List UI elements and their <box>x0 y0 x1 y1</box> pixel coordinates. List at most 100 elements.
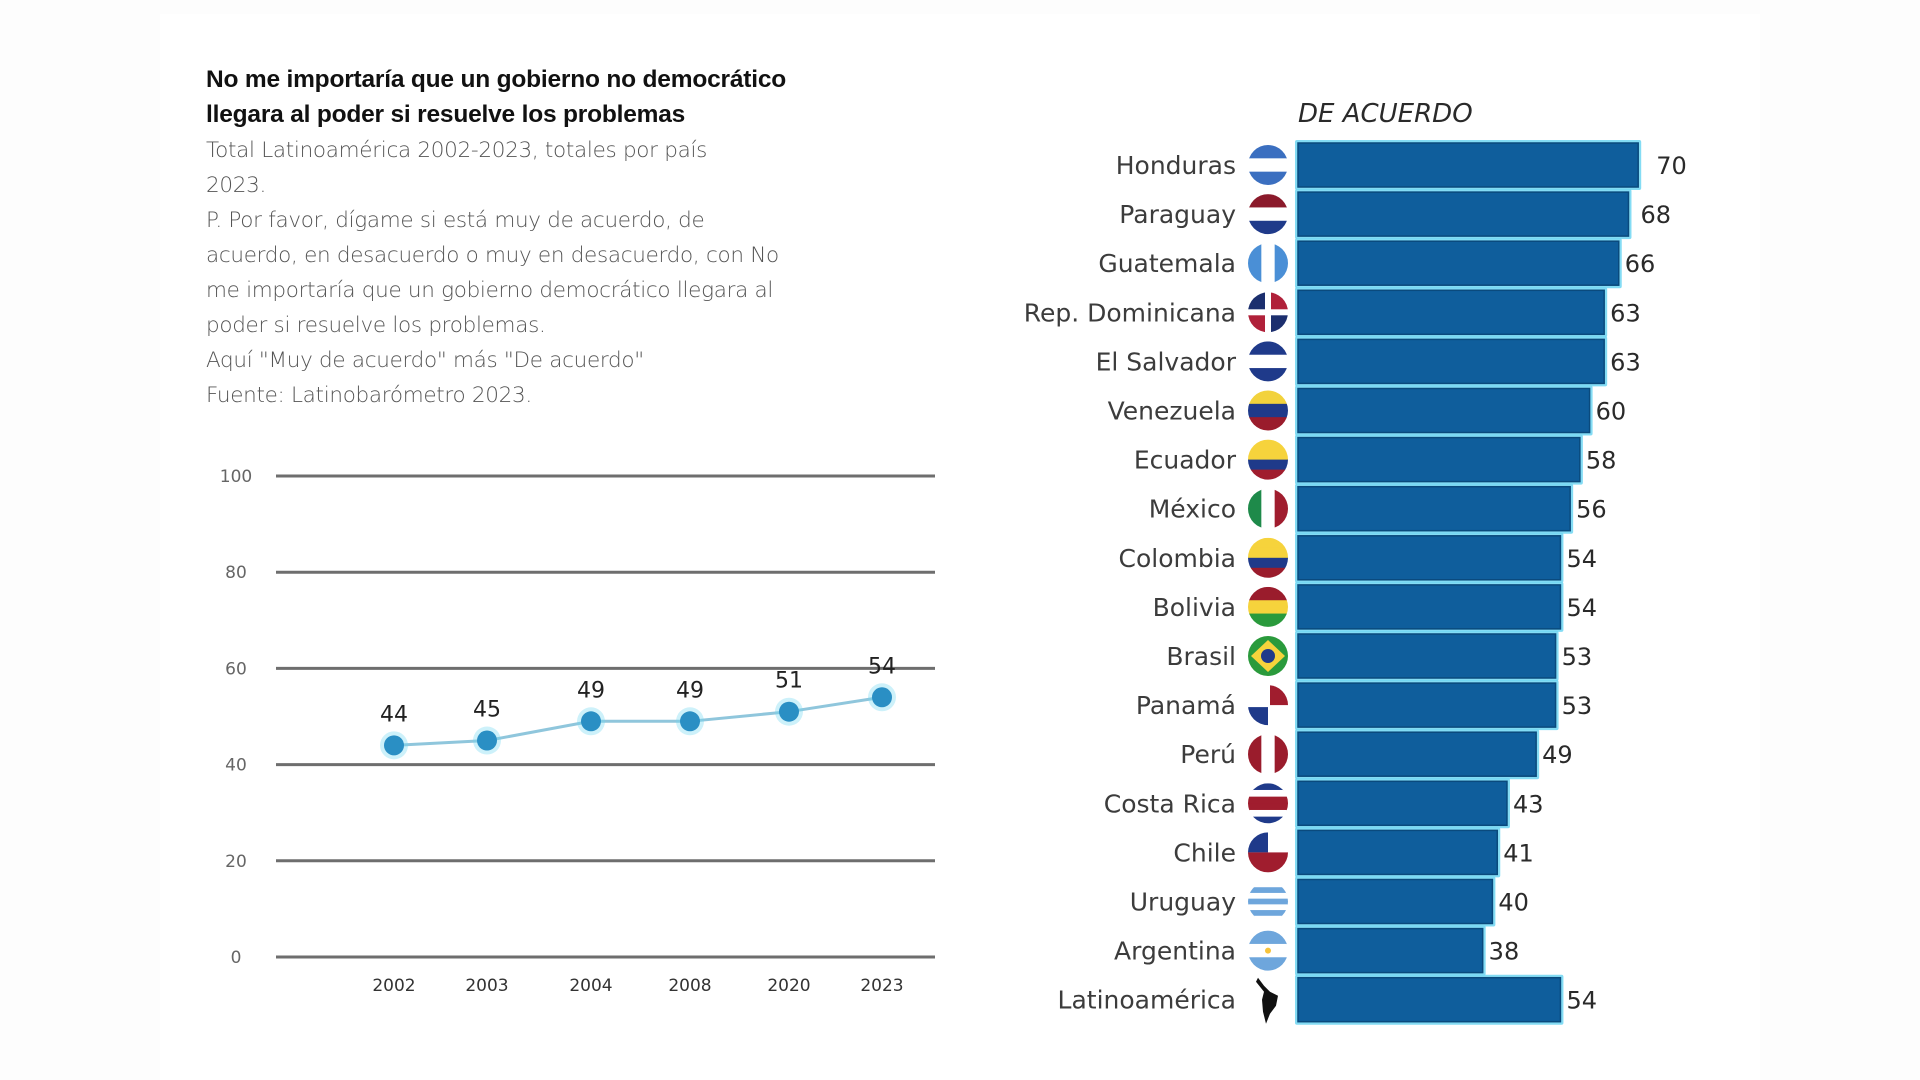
x-tick-label: 2008 <box>668 976 711 996</box>
bar <box>1297 436 1581 483</box>
flag-body <box>1248 145 1288 185</box>
flag-globe <box>1261 649 1275 663</box>
country-label: Venezuela <box>1108 397 1236 426</box>
bar-value-label: 38 <box>1489 938 1520 966</box>
x-tick-label: 2003 <box>465 976 508 996</box>
data-point <box>779 701 799 722</box>
flag-stripe <box>1248 459 1288 471</box>
description-line: Fuente: Latinobarómetro 2023. <box>206 383 532 408</box>
country-label: Brasil <box>1166 642 1236 671</box>
flag-body <box>1248 586 1288 627</box>
map-shape <box>1256 977 1278 1024</box>
flag-stripe <box>1248 417 1288 431</box>
bar <box>1297 976 1562 1023</box>
y-tick-label: 0 <box>231 948 242 968</box>
flag-costa-rica-icon <box>1248 783 1288 824</box>
flag-q <box>1248 315 1265 333</box>
country-label: Bolivia <box>1153 593 1236 622</box>
flag-stripe <box>1248 403 1288 418</box>
bar-value-label: 63 <box>1610 348 1641 376</box>
bar-value-label: 40 <box>1498 889 1529 917</box>
flag-body <box>1248 636 1288 676</box>
description-line: poder si resuelve los problemas. <box>206 313 546 338</box>
flag-body <box>1248 832 1288 873</box>
data-label: 49 <box>577 678 605 703</box>
flag-uruguay-icon <box>1248 881 1288 922</box>
data-label: 45 <box>473 698 501 723</box>
flag-q <box>1248 707 1268 726</box>
flag-ecuador-icon <box>1248 439 1288 480</box>
country-label: Latinoamérica <box>1058 986 1236 1015</box>
bar-value-label: 43 <box>1513 790 1544 818</box>
flag-body <box>1248 537 1288 578</box>
y-tick-label: 20 <box>225 852 247 872</box>
bar-chart: DE ACUERDO 70 Honduras 68 Paraguay 66 Guatemal… <box>1024 99 1687 1025</box>
flag-el-salvador-icon <box>1248 341 1288 382</box>
bar-value-label: 54 <box>1566 987 1597 1015</box>
flag-stripe <box>1248 368 1288 382</box>
flag-stripe <box>1248 881 1288 888</box>
flag-panama-icon <box>1248 685 1288 726</box>
bar <box>1297 878 1494 925</box>
flag-stripe <box>1248 207 1288 222</box>
bar-value-label: 53 <box>1562 643 1593 671</box>
flag-stripe <box>1248 145 1288 159</box>
bar <box>1297 289 1605 336</box>
flag-body <box>1248 685 1288 726</box>
flag-stripe <box>1248 390 1288 405</box>
country-label: México <box>1149 495 1236 524</box>
bar-value-label: 56 <box>1576 496 1607 524</box>
flag-stripe <box>1248 586 1288 601</box>
flag-stripe <box>1248 158 1288 173</box>
bar <box>1297 338 1605 385</box>
country-label: Paraguay <box>1119 200 1236 229</box>
flag-stripe <box>1248 915 1288 922</box>
flag-body <box>1248 488 1288 529</box>
description-line: acuerdo, en desacuerdo o muy en desacuer… <box>206 243 779 268</box>
flag-bolivia-icon <box>1248 586 1288 627</box>
flag-argentina-icon <box>1248 930 1288 971</box>
country-label: Perú <box>1180 740 1236 769</box>
flag-honduras-icon <box>1248 145 1288 185</box>
flag-stripe <box>1248 898 1288 905</box>
flag-stripe <box>1248 449 1288 461</box>
flag-peru-icon <box>1248 734 1288 775</box>
bar <box>1297 731 1537 777</box>
flag-stripe <box>1261 734 1276 775</box>
flag-stripe <box>1248 904 1288 911</box>
flag-stripe <box>1248 734 1262 775</box>
country-label: Chile <box>1173 838 1236 867</box>
flag-stripe <box>1248 341 1288 356</box>
country-label: Ecuador <box>1134 446 1237 475</box>
flag-body <box>1248 243 1288 284</box>
latin-america-map-icon <box>1256 977 1278 1024</box>
country-label: Honduras <box>1116 151 1236 180</box>
flag-canton <box>1248 832 1268 853</box>
flag-sun <box>1265 947 1271 954</box>
flag-stripe <box>1248 789 1288 798</box>
flag-colombia-icon <box>1248 537 1288 578</box>
flag-stripe <box>1248 439 1288 451</box>
country-label: Uruguay <box>1130 888 1236 917</box>
flag-stripe <box>1248 243 1262 284</box>
flag-q <box>1270 685 1288 706</box>
bar <box>1297 535 1562 581</box>
flag-stripe <box>1261 488 1276 529</box>
flag-stripe <box>1248 910 1288 917</box>
bar <box>1297 780 1508 827</box>
description-line: Total Latinoamérica 2002-2023, totales p… <box>206 138 708 163</box>
x-tick-label: 2004 <box>569 976 612 996</box>
bar <box>1297 829 1499 876</box>
bar-value-label: 58 <box>1586 447 1617 475</box>
flag-stripe <box>1248 171 1288 185</box>
line-chart: 0 20 40 60 80 100 2002 2003 2004 2008 2020 2023 44 45… <box>220 467 935 996</box>
flag-stripe <box>1248 220 1288 235</box>
data-point <box>477 730 497 751</box>
flag-body <box>1248 439 1288 480</box>
flag-stripe <box>1248 957 1288 971</box>
data-label: 51 <box>775 669 803 694</box>
data-point <box>384 735 404 756</box>
data-point <box>581 711 601 732</box>
bar-value-label: 49 <box>1542 741 1573 769</box>
x-tick-label: 2002 <box>372 976 415 996</box>
